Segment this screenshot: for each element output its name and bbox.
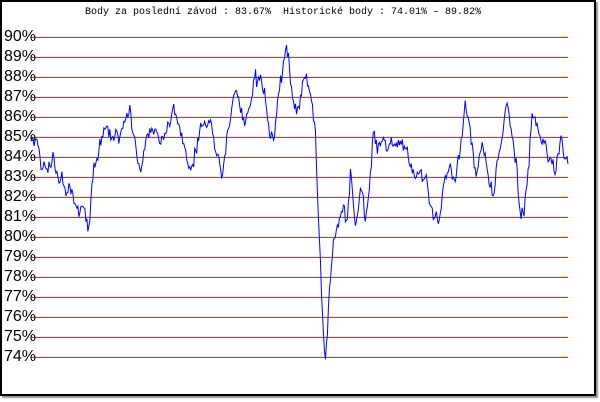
svg-text:76%: 76% (4, 308, 36, 325)
svg-text:81%: 81% (4, 208, 36, 225)
svg-text:77%: 77% (4, 288, 36, 305)
svg-text:89%: 89% (4, 48, 36, 65)
svg-text:82%: 82% (4, 188, 36, 205)
svg-text:87%: 87% (4, 88, 36, 105)
svg-text:79%: 79% (4, 248, 36, 265)
svg-text:83%: 83% (4, 168, 36, 185)
svg-text:88%: 88% (4, 68, 36, 85)
svg-text:85%: 85% (4, 128, 36, 145)
svg-text:75%: 75% (4, 328, 36, 345)
svg-text:86%: 86% (4, 108, 36, 125)
svg-text:90%: 90% (4, 28, 36, 45)
svg-text:80%: 80% (4, 228, 36, 245)
svg-text:78%: 78% (4, 268, 36, 285)
svg-text:74%: 74% (4, 348, 36, 365)
svg-text:84%: 84% (4, 148, 36, 165)
